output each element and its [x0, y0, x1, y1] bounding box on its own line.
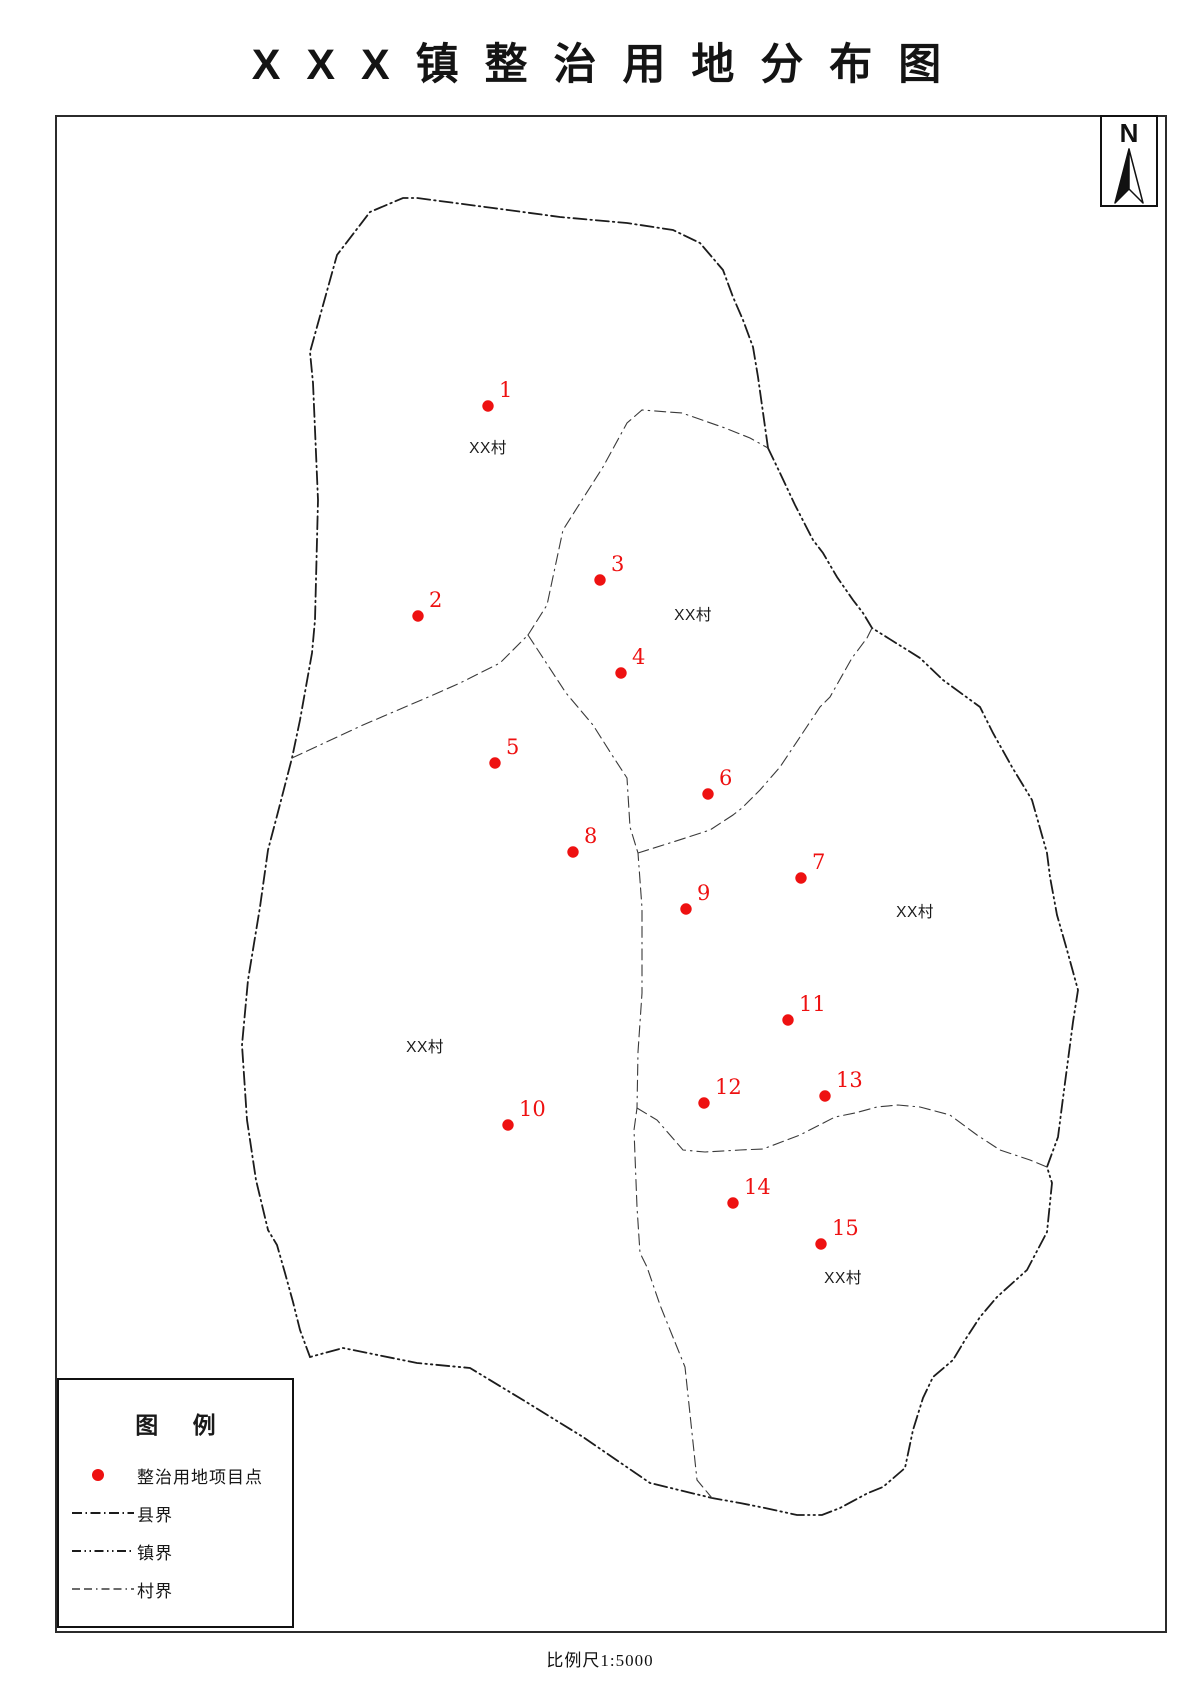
project-point-15 — [815, 1238, 827, 1250]
village-boundary-line — [732, 627, 873, 816]
project-point-number: 10 — [519, 1097, 546, 1121]
village-label: XX村 — [406, 1038, 444, 1056]
project-point-10 — [502, 1119, 514, 1131]
north-arrow-box: N — [1100, 115, 1158, 207]
project-point-11 — [782, 1014, 794, 1026]
project-point-number: 1 — [499, 378, 512, 402]
project-point-number: 11 — [799, 992, 826, 1016]
north-arrow-icon — [1114, 148, 1144, 204]
village-boundary-line-icon — [59, 1585, 137, 1593]
page-title: X X X 镇 整 治 用 地 分 布 图 — [251, 41, 949, 89]
project-point-5 — [489, 757, 501, 769]
red-dot-icon — [92, 1469, 104, 1481]
legend: 图 例 整治用地项目点 县界 镇界 村界 — [57, 1378, 294, 1628]
project-point-14 — [727, 1197, 739, 1209]
project-point-7 — [795, 872, 807, 884]
legend-item-town-boundary: 镇界 — [59, 1538, 292, 1564]
north-label: N — [1119, 118, 1139, 148]
project-point-number: 6 — [719, 766, 732, 790]
project-point-number: 15 — [832, 1216, 859, 1240]
village-boundary-line — [291, 634, 529, 759]
project-point-number: 13 — [836, 1068, 863, 1092]
county-boundary-line — [241, 197, 769, 1231]
map-frame — [55, 115, 1167, 1633]
legend-item-label: 村界 — [137, 1581, 173, 1601]
town-boundary-line — [267, 447, 1079, 1516]
legend-title: 图 例 — [135, 1412, 230, 1438]
legend-item-label: 整治用地项目点 — [137, 1467, 263, 1487]
project-point-number: 2 — [429, 588, 442, 612]
project-point-2 — [412, 610, 424, 622]
village-boundary-line — [527, 634, 713, 1499]
legend-item-project-point: 整治用地项目点 — [59, 1462, 292, 1488]
village-label: XX村 — [896, 903, 934, 921]
project-point-number: 5 — [506, 735, 519, 759]
county-boundary-line-icon — [59, 1509, 137, 1517]
legend-item-county-boundary: 县界 — [59, 1500, 292, 1526]
village-boundary-line — [527, 409, 769, 636]
project-point-icon — [59, 1469, 137, 1481]
project-point-1 — [482, 400, 494, 412]
legend-item-village-boundary: 村界 — [59, 1576, 292, 1602]
project-point-9 — [680, 903, 692, 915]
project-point-number: 4 — [632, 645, 645, 669]
project-point-6 — [702, 788, 714, 800]
project-point-3 — [594, 574, 606, 586]
scale-label: 比例尺1:5000 — [546, 1651, 654, 1670]
project-point-12 — [698, 1097, 710, 1109]
project-point-number: 3 — [611, 552, 624, 576]
project-point-4 — [615, 667, 627, 679]
town-boundary-line-icon — [59, 1547, 137, 1555]
village-label: XX村 — [469, 439, 507, 457]
village-boundary-line — [636, 1104, 1048, 1168]
village-label: XX村 — [824, 1269, 862, 1287]
project-point-number: 8 — [584, 824, 597, 848]
project-point-13 — [819, 1090, 831, 1102]
legend-item-label: 县界 — [137, 1505, 173, 1525]
project-point-number: 9 — [697, 881, 710, 905]
project-point-8 — [567, 846, 579, 858]
project-point-number: 7 — [812, 850, 825, 874]
village-boundary-line — [637, 814, 734, 854]
legend-item-label: 镇界 — [137, 1543, 173, 1563]
project-point-number: 12 — [715, 1075, 742, 1099]
village-label: XX村 — [674, 606, 712, 624]
project-point-number: 14 — [744, 1175, 771, 1199]
